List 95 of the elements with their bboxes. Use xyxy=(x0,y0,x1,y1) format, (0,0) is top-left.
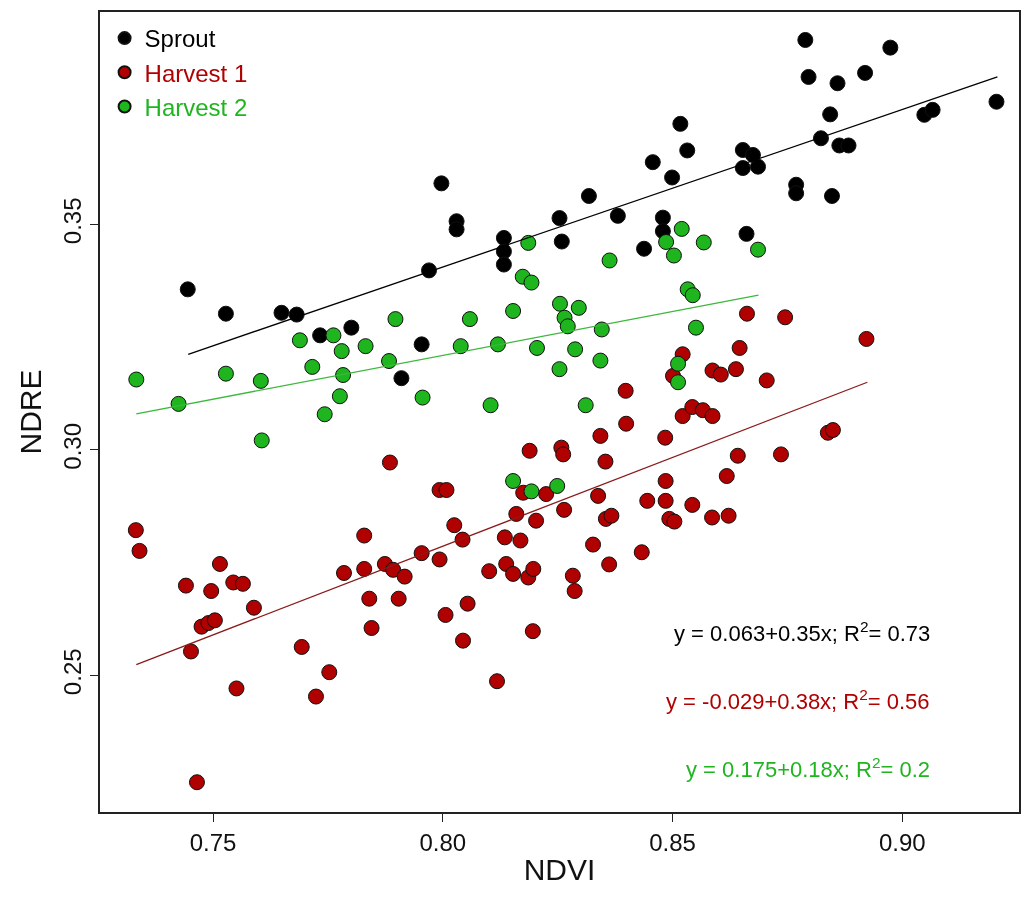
annotation: y = -0.029+0.38x; R$^{2}$= 0.56 xyxy=(666,686,930,715)
x-axis-title: NDVI xyxy=(523,852,596,886)
legend-label: Harvest 1 xyxy=(144,59,248,87)
x-tick-label: 0.85 xyxy=(649,828,696,856)
point xyxy=(505,473,522,489)
point xyxy=(654,209,671,226)
x-tick-label: 0.80 xyxy=(419,828,467,856)
point xyxy=(495,256,512,273)
point xyxy=(592,352,609,369)
point xyxy=(528,339,545,356)
point xyxy=(217,365,234,382)
point xyxy=(823,187,840,204)
x-tick-label: 0.75 xyxy=(189,828,237,856)
point xyxy=(840,137,857,154)
point xyxy=(924,101,941,118)
legend-label: Sprout xyxy=(144,25,216,53)
x-tick-label: 0.90 xyxy=(878,828,926,856)
point xyxy=(988,93,1005,110)
point xyxy=(670,374,687,391)
point xyxy=(551,295,568,312)
point xyxy=(549,477,566,494)
annotation: y = 0.175+0.18x; R$^{2}$= 0.2 xyxy=(686,754,931,783)
point xyxy=(520,234,537,251)
point xyxy=(551,361,568,378)
point xyxy=(644,154,661,171)
point xyxy=(343,319,360,336)
y-tick-label: 0.35 xyxy=(58,197,86,245)
point xyxy=(433,175,450,192)
point xyxy=(523,274,540,291)
point xyxy=(325,327,342,344)
point xyxy=(495,229,512,246)
point xyxy=(738,225,755,242)
point xyxy=(797,31,814,48)
point xyxy=(822,106,839,123)
point xyxy=(577,397,594,414)
point xyxy=(333,343,350,360)
point xyxy=(658,233,675,250)
point xyxy=(421,262,437,279)
point xyxy=(670,355,687,372)
point xyxy=(601,252,618,269)
point xyxy=(482,397,499,414)
point xyxy=(252,372,269,389)
point xyxy=(393,370,410,387)
point xyxy=(673,220,690,237)
point xyxy=(523,483,540,500)
point xyxy=(413,336,430,353)
point xyxy=(559,318,576,335)
point xyxy=(788,185,805,202)
point xyxy=(452,338,469,355)
point xyxy=(414,389,431,406)
point xyxy=(800,68,817,85)
point xyxy=(179,281,196,298)
point xyxy=(679,142,696,159)
point xyxy=(695,234,712,251)
point xyxy=(312,327,329,344)
point xyxy=(128,371,145,388)
point xyxy=(609,207,626,224)
point xyxy=(331,388,348,405)
point xyxy=(551,210,568,227)
point xyxy=(291,332,308,349)
point xyxy=(273,304,290,321)
point xyxy=(672,115,689,132)
point xyxy=(593,321,610,338)
point xyxy=(750,241,766,258)
point xyxy=(857,64,874,81)
point xyxy=(461,311,478,328)
point xyxy=(448,221,465,238)
point xyxy=(636,240,653,257)
point xyxy=(253,432,270,449)
point xyxy=(580,187,597,204)
point xyxy=(750,158,766,175)
y-tick-label: 0.30 xyxy=(58,422,86,470)
point xyxy=(882,39,899,56)
point xyxy=(387,311,404,328)
y-tick-label: 0.25 xyxy=(58,648,86,696)
annotation: y = 0.063+0.35x; R$^{2}$= 0.73 xyxy=(674,618,931,647)
point xyxy=(687,319,704,336)
point xyxy=(570,299,587,316)
point xyxy=(217,305,234,322)
point xyxy=(734,160,751,177)
point xyxy=(684,287,701,304)
point xyxy=(553,233,570,250)
point xyxy=(505,302,522,319)
point xyxy=(829,75,846,92)
point xyxy=(357,338,374,355)
point xyxy=(316,406,333,423)
point xyxy=(665,247,682,264)
point xyxy=(812,130,829,147)
point xyxy=(381,353,398,370)
point xyxy=(304,358,321,375)
point xyxy=(664,169,681,186)
y-axis-title: NDRE xyxy=(14,369,48,455)
point xyxy=(288,306,305,323)
point xyxy=(567,341,584,358)
legend-label: Harvest 2 xyxy=(144,93,248,121)
